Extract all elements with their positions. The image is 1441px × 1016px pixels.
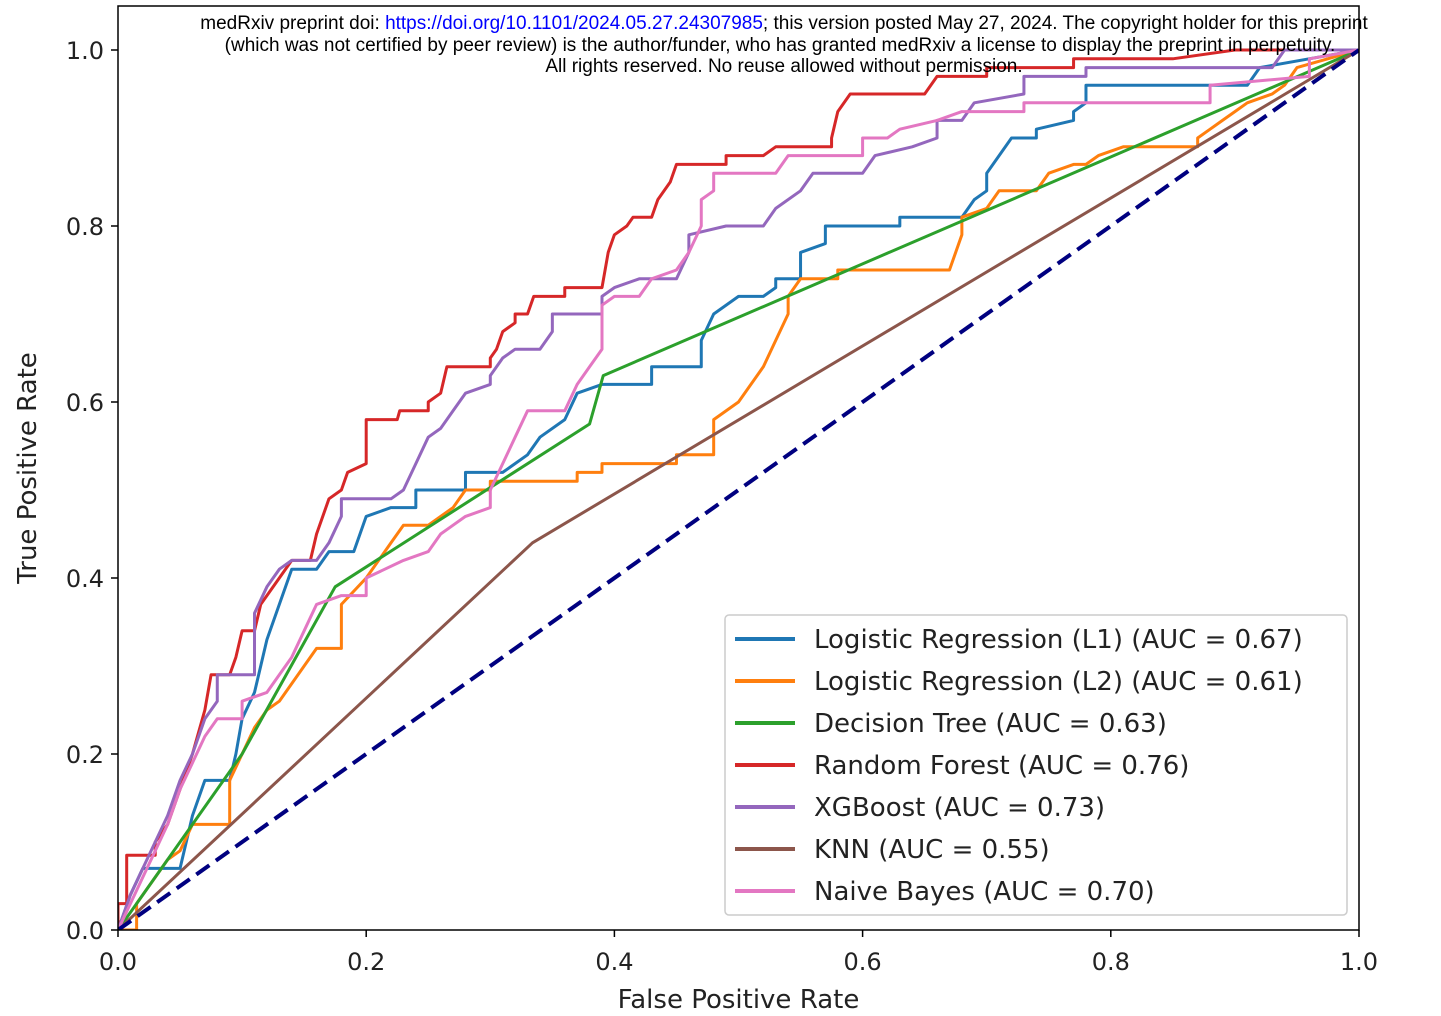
- roc-curve: [118, 48, 1359, 930]
- legend-label: Logistic Regression (L2) (AUC = 0.61): [814, 667, 1303, 697]
- x-axis-label: False Positive Rate: [618, 985, 860, 1015]
- x-tick-label: 0.8: [1092, 948, 1130, 976]
- legend-box: [724, 614, 1348, 916]
- y-tick-label: 0.8: [66, 213, 104, 241]
- y-tick-label: 0.2: [66, 741, 104, 769]
- reference-line: [118, 48, 1359, 930]
- roc-curve: [118, 48, 1359, 930]
- watermark-text: ; this version posted May 27, 2024. The …: [763, 13, 1369, 34]
- plot-area: [118, 48, 1359, 930]
- roc-curve: [118, 48, 1359, 930]
- x-tick-label: 1.0: [1340, 948, 1378, 976]
- y-tick-label: 0.6: [66, 389, 104, 417]
- x-tick-label: 0.0: [99, 948, 137, 976]
- y-tick-label: 1.0: [66, 37, 104, 65]
- legend-label: KNN (AUC = 0.55): [814, 835, 1050, 865]
- x-tick-label: 0.4: [595, 948, 633, 976]
- watermark-text: medRxiv preprint doi:: [200, 13, 385, 34]
- y-axis-label: True Positive Rate: [13, 352, 43, 585]
- roc-curve: [118, 48, 1359, 930]
- watermark-line: All rights reserved. No reuse allowed wi…: [545, 56, 1022, 77]
- watermark-line: medRxiv preprint doi: https://doi.org/10…: [200, 13, 1368, 34]
- legend-label: Naive Bayes (AUC = 0.70): [814, 877, 1155, 907]
- legend-label: Logistic Regression (L1) (AUC = 0.67): [814, 625, 1303, 655]
- y-tick-label: 0.4: [66, 565, 104, 593]
- x-tick-label: 0.2: [347, 948, 385, 976]
- legend-label: XGBoost (AUC = 0.73): [814, 793, 1105, 823]
- roc-curve: [118, 48, 1359, 930]
- y-tick-label: 0.0: [66, 917, 104, 945]
- legend-label: Decision Tree (AUC = 0.63): [814, 709, 1167, 739]
- x-tick-label: 0.6: [844, 948, 882, 976]
- watermark-link[interactable]: https://doi.org/10.1101/2024.05.27.24307…: [385, 13, 763, 34]
- watermark-line: (which was not certified by peer review)…: [225, 35, 1336, 56]
- legend-label: Random Forest (AUC = 0.76): [814, 751, 1189, 781]
- plot-frame: [117, 5, 1360, 931]
